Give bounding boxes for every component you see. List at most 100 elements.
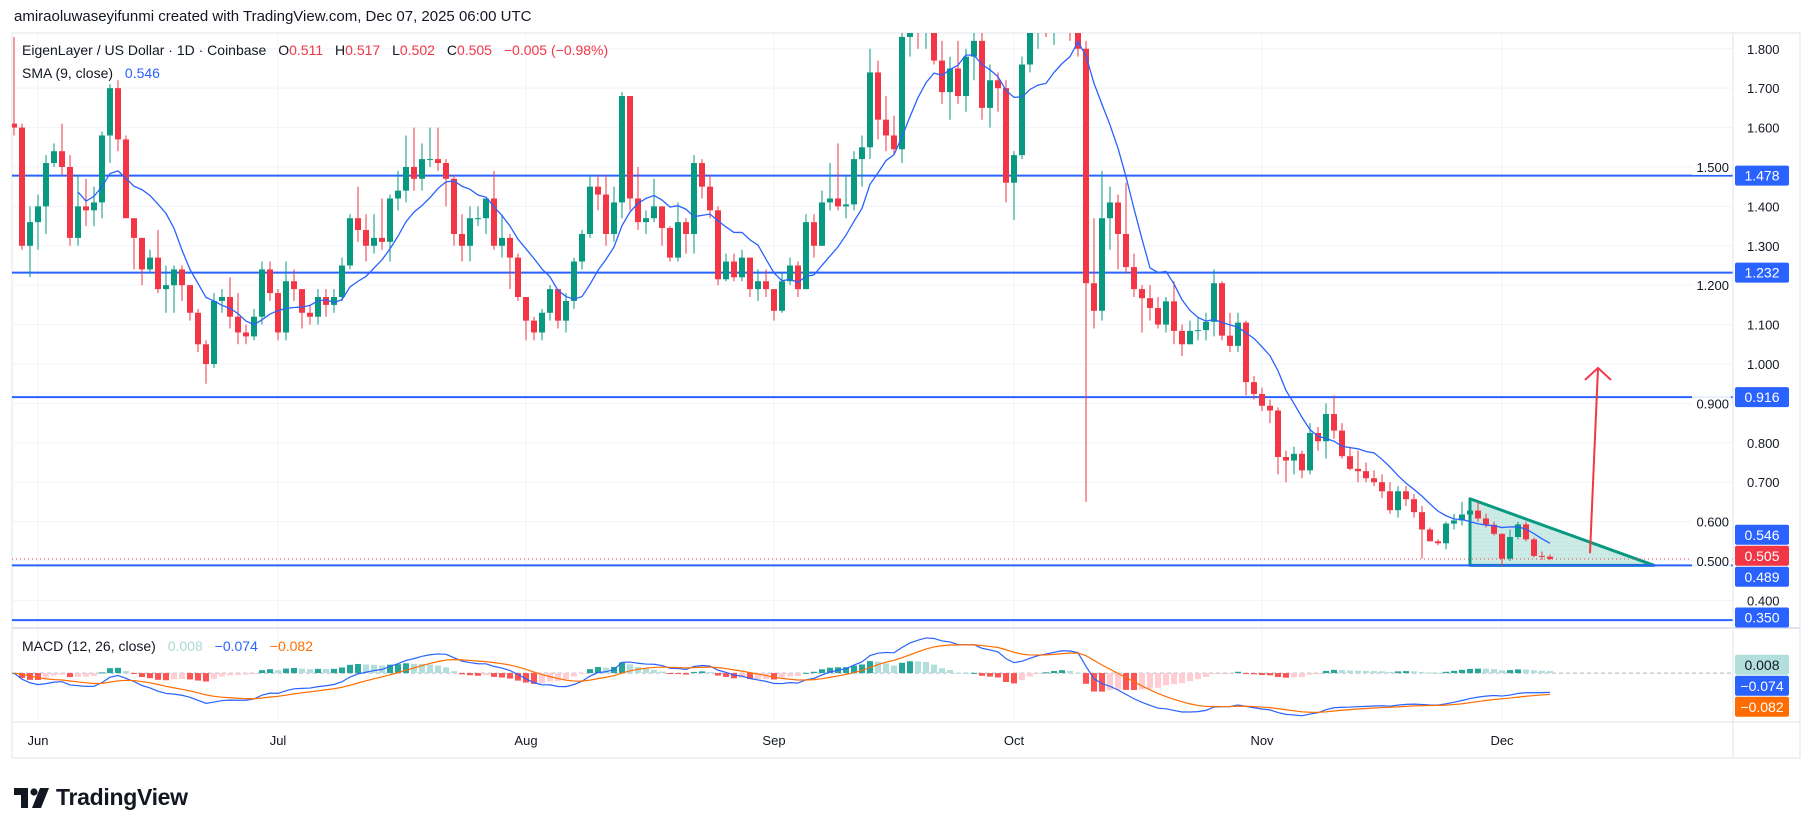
candle[interactable] xyxy=(139,237,145,286)
candle[interactable] xyxy=(1499,533,1505,566)
candle[interactable] xyxy=(563,293,569,333)
candle[interactable] xyxy=(1115,194,1121,270)
price-axis[interactable]: 1.800 1.700 1.600 1.500 1.400 1.300 1.200 1.100… xyxy=(1692,42,1780,609)
candle[interactable] xyxy=(955,40,961,104)
price-pane[interactable] xyxy=(11,0,1733,622)
macd-legend[interactable]: MACD (12, 26, close) 0.008 −0.074 −0.082 xyxy=(22,638,313,654)
candle[interactable] xyxy=(451,174,457,246)
candle[interactable] xyxy=(307,304,313,325)
candle[interactable] xyxy=(795,261,801,298)
candle[interactable] xyxy=(475,206,481,227)
candle[interactable] xyxy=(1419,505,1425,559)
candle[interactable] xyxy=(1491,521,1497,536)
candle[interactable] xyxy=(1171,281,1177,345)
candle[interactable] xyxy=(851,151,857,211)
candle[interactable] xyxy=(275,289,281,341)
candle[interactable] xyxy=(763,269,769,298)
candle[interactable] xyxy=(363,214,369,262)
candle[interactable] xyxy=(187,285,193,321)
candle[interactable] xyxy=(107,84,113,164)
candle[interactable] xyxy=(1259,387,1265,412)
candle[interactable] xyxy=(67,155,73,246)
candle[interactable] xyxy=(1003,80,1009,203)
candle[interactable] xyxy=(651,178,657,223)
candle[interactable] xyxy=(1411,494,1417,518)
candle[interactable] xyxy=(235,293,241,345)
candle[interactable] xyxy=(1123,182,1129,274)
candle[interactable] xyxy=(843,174,849,219)
candle[interactable] xyxy=(1035,1,1041,49)
candle[interactable] xyxy=(619,92,625,219)
candle[interactable] xyxy=(635,166,641,231)
candle[interactable] xyxy=(1531,537,1537,558)
candle[interactable] xyxy=(1139,285,1145,333)
candle[interactable] xyxy=(1371,470,1377,487)
candle[interactable] xyxy=(771,289,777,321)
candle[interactable] xyxy=(931,9,937,65)
candle[interactable] xyxy=(291,269,297,301)
candle[interactable] xyxy=(51,143,57,167)
candle[interactable] xyxy=(1083,40,1089,502)
candle[interactable] xyxy=(579,230,585,270)
candle[interactable] xyxy=(19,123,25,250)
candle[interactable] xyxy=(627,96,633,211)
candle[interactable] xyxy=(411,127,417,191)
candle[interactable] xyxy=(379,198,385,250)
candle[interactable] xyxy=(1155,297,1161,329)
candle[interactable] xyxy=(59,123,65,175)
candle[interactable] xyxy=(939,40,945,104)
candle[interactable] xyxy=(1267,399,1273,424)
candle[interactable] xyxy=(115,80,121,152)
candle[interactable] xyxy=(27,206,33,278)
candle[interactable] xyxy=(1315,427,1321,451)
candle[interactable] xyxy=(547,285,553,321)
candle[interactable] xyxy=(523,297,529,341)
candle[interactable] xyxy=(899,33,905,164)
candle[interactable] xyxy=(1475,501,1481,522)
candle[interactable] xyxy=(1443,521,1449,550)
candle[interactable] xyxy=(979,25,985,120)
candle[interactable] xyxy=(1539,551,1545,560)
candle[interactable] xyxy=(507,233,513,290)
candle[interactable] xyxy=(1107,186,1113,250)
candle[interactable] xyxy=(1507,529,1513,562)
candle[interactable] xyxy=(259,261,265,325)
candle[interactable] xyxy=(723,253,729,282)
candle[interactable] xyxy=(539,308,545,341)
macd-pane[interactable] xyxy=(11,637,1733,717)
candle[interactable] xyxy=(787,257,793,286)
candle[interactable] xyxy=(747,257,753,298)
candle[interactable] xyxy=(1211,269,1217,337)
candle[interactable] xyxy=(211,293,217,368)
candle[interactable] xyxy=(43,155,49,234)
candle[interactable] xyxy=(603,174,609,246)
candle[interactable] xyxy=(1027,17,1033,73)
candle[interactable] xyxy=(131,218,137,270)
candle[interactable] xyxy=(819,190,825,246)
candle[interactable] xyxy=(499,214,505,258)
candle[interactable] xyxy=(1467,497,1473,518)
candle[interactable] xyxy=(147,249,153,274)
candle[interactable] xyxy=(491,170,497,250)
candle[interactable] xyxy=(163,265,169,313)
candle[interactable] xyxy=(947,56,953,120)
candle[interactable] xyxy=(1283,450,1289,483)
candle[interactable] xyxy=(683,218,689,254)
candle[interactable] xyxy=(203,340,209,384)
candle[interactable] xyxy=(315,289,321,325)
candle[interactable] xyxy=(1275,407,1281,475)
candle[interactable] xyxy=(707,174,713,219)
candle[interactable] xyxy=(915,0,921,49)
candle[interactable] xyxy=(435,127,441,171)
candle[interactable] xyxy=(827,163,833,211)
candle[interactable] xyxy=(515,253,521,301)
candle[interactable] xyxy=(219,289,225,313)
candle[interactable] xyxy=(1355,450,1361,483)
candle[interactable] xyxy=(1219,281,1225,341)
candle[interactable] xyxy=(1131,253,1137,298)
candle[interactable] xyxy=(1099,170,1105,321)
candle[interactable] xyxy=(811,214,817,258)
candle[interactable] xyxy=(611,186,617,242)
candle[interactable] xyxy=(1523,521,1529,542)
